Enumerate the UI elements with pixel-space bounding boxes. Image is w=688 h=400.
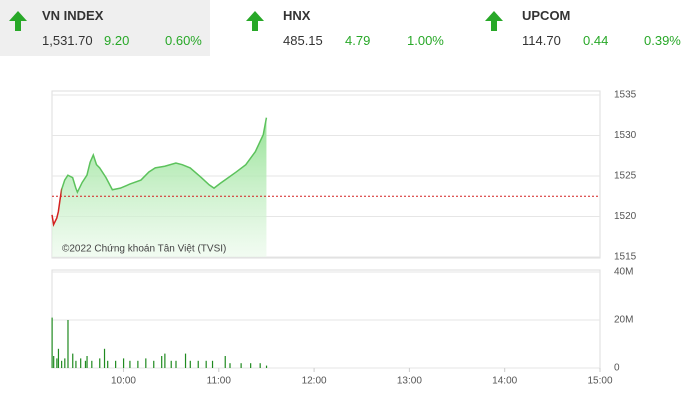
x-tick-label: 13:00 [397, 376, 422, 387]
index-value: 1,531.70 [42, 33, 93, 48]
index-change: 4.79 [345, 33, 371, 48]
volume-bar [175, 360, 177, 368]
volume-bar [189, 360, 191, 368]
volume-bar [240, 363, 242, 368]
volume-bar [197, 360, 199, 368]
volume-bar [84, 360, 87, 368]
volume-bar [75, 360, 77, 368]
index-tab[interactable]: UPCOM 114.70 0.44 0.39% [478, 0, 688, 56]
index-name: VN INDEX [42, 8, 104, 23]
index-tab[interactable]: VN INDEX 1,531.70 9.20 0.60% [0, 0, 210, 56]
volume-bar [170, 360, 172, 368]
volume-bar [115, 360, 117, 368]
volume-bar [80, 358, 82, 368]
index-percent: 1.00% [407, 33, 444, 48]
index-percent: 0.60% [165, 33, 202, 48]
y-tick-label: 1515 [614, 252, 637, 263]
up-arrow [246, 11, 264, 31]
volume-bar [61, 360, 63, 368]
volume-bar [107, 360, 109, 368]
volume-bar [164, 353, 166, 368]
volume-bar [86, 356, 88, 368]
y-tick-label: 1525 [614, 171, 637, 182]
y-tick-label: 40M [614, 267, 633, 278]
x-tick-label: 11:00 [207, 376, 232, 387]
volume-bar [137, 360, 139, 368]
volume-bar [224, 356, 226, 368]
index-tab[interactable]: HNX 485.15 4.79 1.00% [237, 0, 457, 56]
up-arrow [9, 11, 27, 31]
volume-bar [51, 317, 53, 368]
x-tick-label: 14:00 [492, 376, 517, 387]
volume-bar [211, 360, 214, 368]
volume-bar [67, 320, 69, 368]
volume-bar [56, 358, 58, 368]
index-name: UPCOM [522, 8, 571, 23]
y-tick-label: 20M [614, 315, 633, 326]
volume-bar [145, 358, 147, 368]
volume-bar [53, 356, 55, 368]
index-change: 0.44 [583, 33, 609, 48]
volume-bar [250, 363, 252, 368]
volume-bar [153, 360, 155, 368]
volume-bar [184, 353, 187, 368]
volume-bar [122, 358, 125, 368]
volume-bar [103, 348, 106, 368]
index-change: 9.20 [104, 33, 130, 48]
volume-bar [229, 363, 231, 368]
volume-bar [265, 365, 268, 368]
volume-bar [205, 360, 207, 368]
index-value: 114.70 [522, 33, 561, 48]
x-tick-label: 10:00 [111, 376, 136, 387]
index-value: 485.15 [283, 33, 323, 48]
x-tick-label: 12:00 [302, 376, 327, 387]
price-area [52, 117, 267, 258]
volume-bar [64, 358, 66, 368]
index-name: HNX [283, 8, 311, 23]
volume-bar [161, 356, 163, 368]
y-tick-label: 0 [614, 363, 620, 374]
volume-panel [51, 269, 601, 369]
up-arrow [485, 11, 503, 31]
volume-bar [57, 348, 60, 368]
y-tick-label: 1520 [614, 211, 637, 222]
price-line [51, 117, 268, 228]
y-tick-label: 1535 [614, 90, 637, 101]
volume-bar [259, 363, 261, 368]
volume-bar [129, 360, 131, 368]
price-panel [51, 90, 601, 259]
volume-bar [91, 360, 93, 368]
x-tick-label: 15:00 [587, 376, 612, 387]
index-percent: 0.39% [644, 33, 681, 48]
volume-bar [72, 353, 74, 368]
y-tick-label: 1530 [614, 130, 637, 141]
watermark: ©2022 Chứng khoán Tân Việt (TVSI) [62, 244, 226, 255]
volume-bar [99, 358, 101, 368]
